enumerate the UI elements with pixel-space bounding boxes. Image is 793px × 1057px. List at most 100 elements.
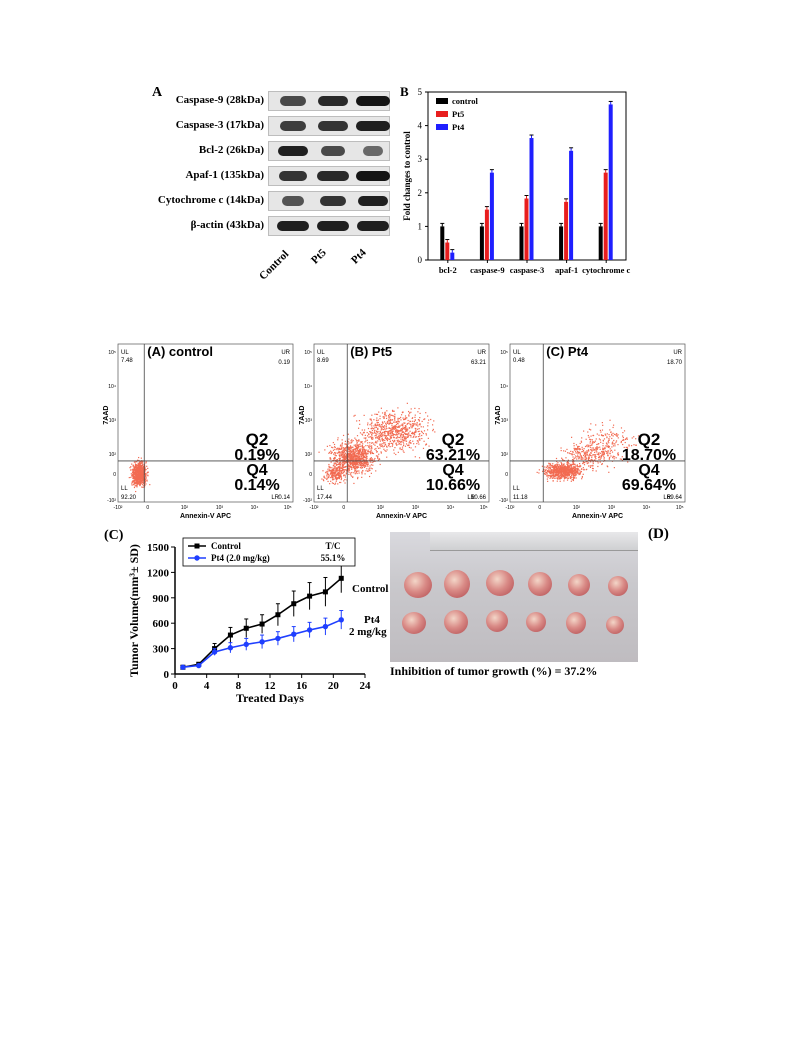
event-dot xyxy=(139,467,141,469)
panel-letter-c: (C) xyxy=(104,528,124,543)
event-dot xyxy=(149,484,151,486)
event-dot xyxy=(135,469,137,472)
event-dot xyxy=(391,445,393,447)
event-dot xyxy=(591,459,594,461)
event-dot xyxy=(333,459,335,461)
event-dot xyxy=(552,472,554,474)
event-dot xyxy=(347,450,349,452)
data-point xyxy=(275,612,281,618)
event-dot xyxy=(335,480,337,482)
event-dot xyxy=(358,466,360,468)
event-dot xyxy=(570,473,572,475)
event-dot xyxy=(342,461,344,463)
x-tick-label: 20 xyxy=(328,680,340,692)
event-dot xyxy=(562,464,564,467)
event-dot xyxy=(401,429,403,431)
event-dot xyxy=(348,438,350,440)
event-dot xyxy=(341,459,344,461)
event-dot xyxy=(354,463,357,465)
event-dot xyxy=(611,434,613,436)
event-dot xyxy=(355,463,357,465)
data-point xyxy=(196,662,202,669)
event-dot xyxy=(334,455,336,457)
event-dot xyxy=(617,453,619,455)
protein-label: Caspase-3 (17kDa) xyxy=(175,119,264,131)
event-dot xyxy=(366,457,368,460)
event-dot xyxy=(400,416,402,418)
event-dot xyxy=(594,459,596,461)
event-dot xyxy=(336,448,338,451)
event-dot xyxy=(327,477,329,479)
event-dot xyxy=(414,446,417,448)
event-dot xyxy=(578,458,580,460)
event-dot xyxy=(340,452,342,454)
event-dot xyxy=(355,444,357,446)
event-dot xyxy=(577,468,579,470)
event-dot xyxy=(381,435,384,437)
event-dot xyxy=(354,464,356,466)
event-dot xyxy=(566,475,568,477)
event-dot xyxy=(549,464,551,466)
event-dot xyxy=(402,431,404,434)
y-axis-label: Tumor Volume(mm³± SD) xyxy=(127,544,141,677)
event-dot xyxy=(142,484,144,486)
event-dot xyxy=(575,477,577,479)
event-dot xyxy=(370,423,372,425)
event-dot xyxy=(383,414,386,416)
event-dot xyxy=(328,463,330,466)
event-dot xyxy=(380,435,382,437)
event-dot xyxy=(145,473,147,475)
event-dot xyxy=(552,465,554,467)
event-dot xyxy=(590,435,592,437)
event-dot xyxy=(617,437,619,439)
event-dot xyxy=(388,430,390,432)
event-dot xyxy=(380,433,382,435)
event-dot xyxy=(340,478,342,481)
event-dot xyxy=(377,455,379,457)
event-dot xyxy=(404,445,407,447)
event-dot xyxy=(554,470,557,472)
event-dot xyxy=(403,438,406,440)
event-dot xyxy=(561,475,563,477)
event-dot xyxy=(329,467,331,469)
event-dot xyxy=(577,452,580,454)
event-dot xyxy=(321,478,323,480)
event-dot xyxy=(408,441,411,443)
event-dot xyxy=(417,435,419,438)
event-dot xyxy=(395,437,397,439)
event-dot xyxy=(387,431,389,434)
event-dot xyxy=(587,458,590,461)
event-dot xyxy=(402,426,404,428)
event-dot xyxy=(397,430,400,432)
event-dot xyxy=(606,433,608,435)
end-label-dose: 2 mg/kg xyxy=(349,626,387,638)
event-dot xyxy=(340,467,342,469)
event-dot xyxy=(332,474,334,476)
event-dot xyxy=(591,450,593,452)
event-dot xyxy=(564,472,566,474)
event-dot xyxy=(565,469,567,471)
event-dot xyxy=(608,442,610,444)
event-dot xyxy=(376,457,379,459)
event-dot xyxy=(139,469,141,471)
event-dot xyxy=(560,477,562,479)
event-dot xyxy=(134,476,136,478)
event-dot xyxy=(545,466,548,468)
event-dot xyxy=(328,475,330,477)
event-dot xyxy=(340,481,342,484)
event-dot xyxy=(412,417,414,419)
event-dot xyxy=(327,468,329,470)
event-dot xyxy=(569,472,571,474)
event-dot xyxy=(579,448,581,450)
event-dot xyxy=(348,469,350,471)
event-dot xyxy=(367,465,369,467)
event-dot xyxy=(392,427,394,429)
event-dot xyxy=(385,417,388,420)
event-dot xyxy=(399,417,401,420)
tumor-sample xyxy=(606,616,624,634)
event-dot xyxy=(602,435,604,437)
event-dot xyxy=(613,433,616,435)
protein-label: Apaf-1 (135kDa) xyxy=(185,169,264,181)
event-dot xyxy=(419,435,421,437)
event-dot xyxy=(561,469,563,471)
